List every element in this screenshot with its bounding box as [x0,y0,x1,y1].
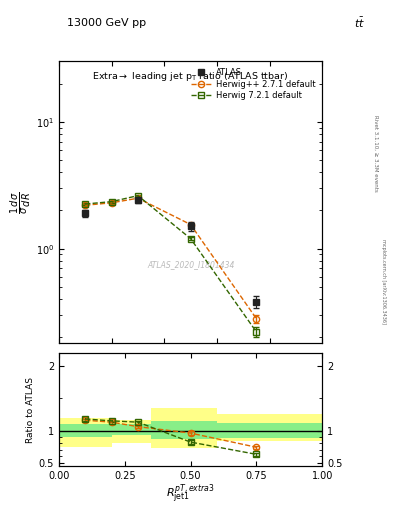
Text: Extra$\rightarrow$ leading jet $\mathregular{p_T}$ ratio (ATLAS ttbar): Extra$\rightarrow$ leading jet $\mathreg… [92,70,289,83]
X-axis label: $R_\mathrm{jet1}^{pT,extra3}$: $R_\mathrm{jet1}^{pT,extra3}$ [166,482,215,505]
Y-axis label: Ratio to ATLAS: Ratio to ATLAS [26,377,35,442]
Text: mcplots.cern.ch [arXiv:1306.3436]: mcplots.cern.ch [arXiv:1306.3436] [381,239,386,324]
Text: ATLAS_2020_I1801434: ATLAS_2020_I1801434 [147,260,234,269]
Text: Rivet 3.1.10, ≥ 3.3M events: Rivet 3.1.10, ≥ 3.3M events [373,115,378,192]
Text: 13000 GeV pp: 13000 GeV pp [67,18,146,28]
Text: $t\bar{t}$: $t\bar{t}$ [354,16,365,30]
Legend: ATLAS, Herwig++ 2.7.1 default, Herwig 7.2.1 default: ATLAS, Herwig++ 2.7.1 default, Herwig 7.… [189,66,318,102]
Y-axis label: $\frac{1}{\sigma}\frac{d\sigma}{dR}$: $\frac{1}{\sigma}\frac{d\sigma}{dR}$ [9,191,33,214]
